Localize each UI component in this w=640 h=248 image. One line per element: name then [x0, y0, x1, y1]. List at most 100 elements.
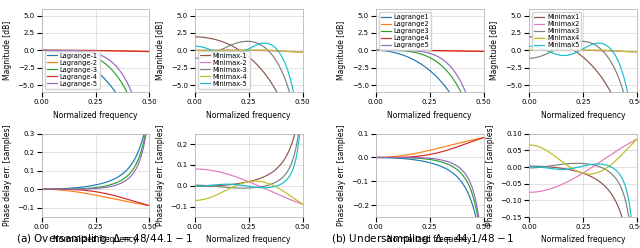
- Lagrange-5: [38, 49, 45, 52]
- Lagrange4: [446, 49, 454, 52]
- Lagrange-5: [49, 49, 56, 52]
- Minimax-1: [277, 98, 285, 101]
- Lagrange4: [456, 50, 463, 53]
- Line: Lagrange4: Lagrange4: [376, 50, 483, 52]
- Lagrange1: [446, 91, 454, 94]
- Lagrange-4: [122, 50, 129, 53]
- Lagrange-5: [81, 50, 89, 53]
- Minimax-1: [265, 78, 273, 81]
- Lagrange2: [383, 49, 391, 52]
- Minimax1: [536, 36, 544, 39]
- Lagrange2: [458, 50, 466, 53]
- Minimax-1: [299, 142, 307, 145]
- Minimax-5: [265, 42, 273, 45]
- Minimax-4: [275, 49, 283, 52]
- Line: Lagrange1: Lagrange1: [376, 50, 483, 158]
- Lagrange-4: [124, 50, 131, 53]
- Minimax1: [633, 145, 640, 148]
- Minimax-5: [191, 45, 199, 48]
- Lagrange-1: [145, 153, 153, 156]
- Minimax-3: [299, 135, 307, 138]
- Lagrange5: [372, 49, 380, 52]
- Lagrange-4: [145, 50, 153, 53]
- Minimax-3: [277, 68, 285, 71]
- X-axis label: Normalized frequency: Normalized frequency: [387, 111, 472, 120]
- Text: (a) Oversampling: $\Delta = 48/44.1 - 1$: (a) Oversampling: $\Delta = 48/44.1 - 1$: [16, 232, 193, 246]
- Text: (b) Undersampling: $\Delta = 44.1/48 - 1$: (b) Undersampling: $\Delta = 44.1/48 - 1…: [331, 232, 514, 246]
- Minimax2: [599, 49, 607, 52]
- Minimax5: [609, 51, 617, 54]
- Minimax-3: [235, 41, 243, 44]
- Legend: Minimax-1, Minimax-2, Minimax-3, Minimax-4, Minimax-5: Minimax-1, Minimax-2, Minimax-3, Minimax…: [198, 51, 250, 89]
- Lagrange2: [479, 50, 487, 53]
- Minimax2: [525, 49, 533, 52]
- Lagrange-1: [122, 108, 129, 111]
- Minimax5: [599, 42, 607, 45]
- Y-axis label: Phase delay err. [samples]: Phase delay err. [samples]: [337, 124, 346, 226]
- Minimax3: [609, 64, 617, 67]
- Minimax2: [536, 49, 544, 52]
- Y-axis label: Phase delay err. [samples]: Phase delay err. [samples]: [156, 124, 165, 226]
- Lagrange5: [458, 82, 466, 85]
- Minimax1: [573, 51, 580, 54]
- Minimax4: [609, 49, 617, 52]
- Lagrange-2: [49, 49, 56, 52]
- Line: Lagrange-2: Lagrange-2: [42, 50, 149, 51]
- Minimax5: [595, 42, 602, 45]
- Minimax3: [536, 55, 544, 58]
- Lagrange-5: [124, 82, 131, 85]
- Minimax-2: [265, 49, 273, 52]
- Line: Lagrange2: Lagrange2: [376, 50, 483, 51]
- Minimax-2: [299, 50, 307, 53]
- Lagrange3: [419, 53, 427, 56]
- Lagrange3: [456, 89, 463, 92]
- Lagrange-4: [112, 49, 120, 52]
- Line: Minimax2: Minimax2: [529, 50, 637, 52]
- Lagrange-2: [145, 50, 153, 53]
- Minimax4: [569, 49, 577, 52]
- Minimax1: [569, 48, 577, 51]
- Minimax3: [633, 139, 640, 142]
- Lagrange1: [372, 49, 380, 52]
- Lagrange5: [415, 50, 423, 53]
- Lagrange2: [415, 49, 423, 52]
- Minimax-5: [277, 54, 285, 57]
- Minimax-2: [239, 49, 246, 52]
- Lagrange-1: [112, 91, 120, 94]
- Lagrange1: [479, 157, 487, 160]
- Line: Lagrange-4: Lagrange-4: [42, 50, 149, 52]
- Minimax2: [562, 49, 570, 52]
- Minimax-3: [265, 50, 273, 53]
- Y-axis label: Phase delay err. [samples]: Phase delay err. [samples]: [486, 124, 495, 226]
- Lagrange-1: [81, 62, 89, 64]
- Minimax-3: [191, 57, 199, 60]
- Minimax-1: [235, 48, 243, 51]
- X-axis label: Normalized frequency: Normalized frequency: [53, 111, 138, 120]
- Minimax2: [609, 50, 617, 53]
- Lagrange5: [456, 78, 463, 81]
- Lagrange4: [419, 49, 427, 52]
- Y-axis label: Magnitude [dB]: Magnitude [dB]: [490, 21, 499, 80]
- Lagrange3: [479, 148, 487, 151]
- Minimax5: [633, 137, 640, 140]
- Minimax-2: [202, 49, 210, 52]
- Minimax-5: [299, 133, 307, 136]
- Lagrange3: [372, 49, 380, 52]
- Minimax3: [611, 68, 619, 71]
- Minimax-1: [239, 51, 246, 54]
- Lagrange1: [415, 62, 423, 64]
- Minimax4: [536, 49, 544, 52]
- Line: Lagrange-1: Lagrange-1: [42, 50, 149, 155]
- Minimax3: [578, 40, 586, 43]
- Lagrange-4: [85, 49, 93, 52]
- Line: Lagrange5: Lagrange5: [376, 50, 483, 146]
- Minimax3: [599, 50, 607, 53]
- Minimax5: [525, 45, 533, 48]
- Minimax-5: [275, 51, 283, 54]
- Lagrange-3: [49, 49, 56, 52]
- Lagrange2: [419, 49, 427, 52]
- Line: Minimax-5: Minimax-5: [195, 43, 303, 135]
- Lagrange-3: [145, 144, 153, 147]
- Minimax5: [569, 52, 577, 55]
- Lagrange-5: [145, 141, 153, 144]
